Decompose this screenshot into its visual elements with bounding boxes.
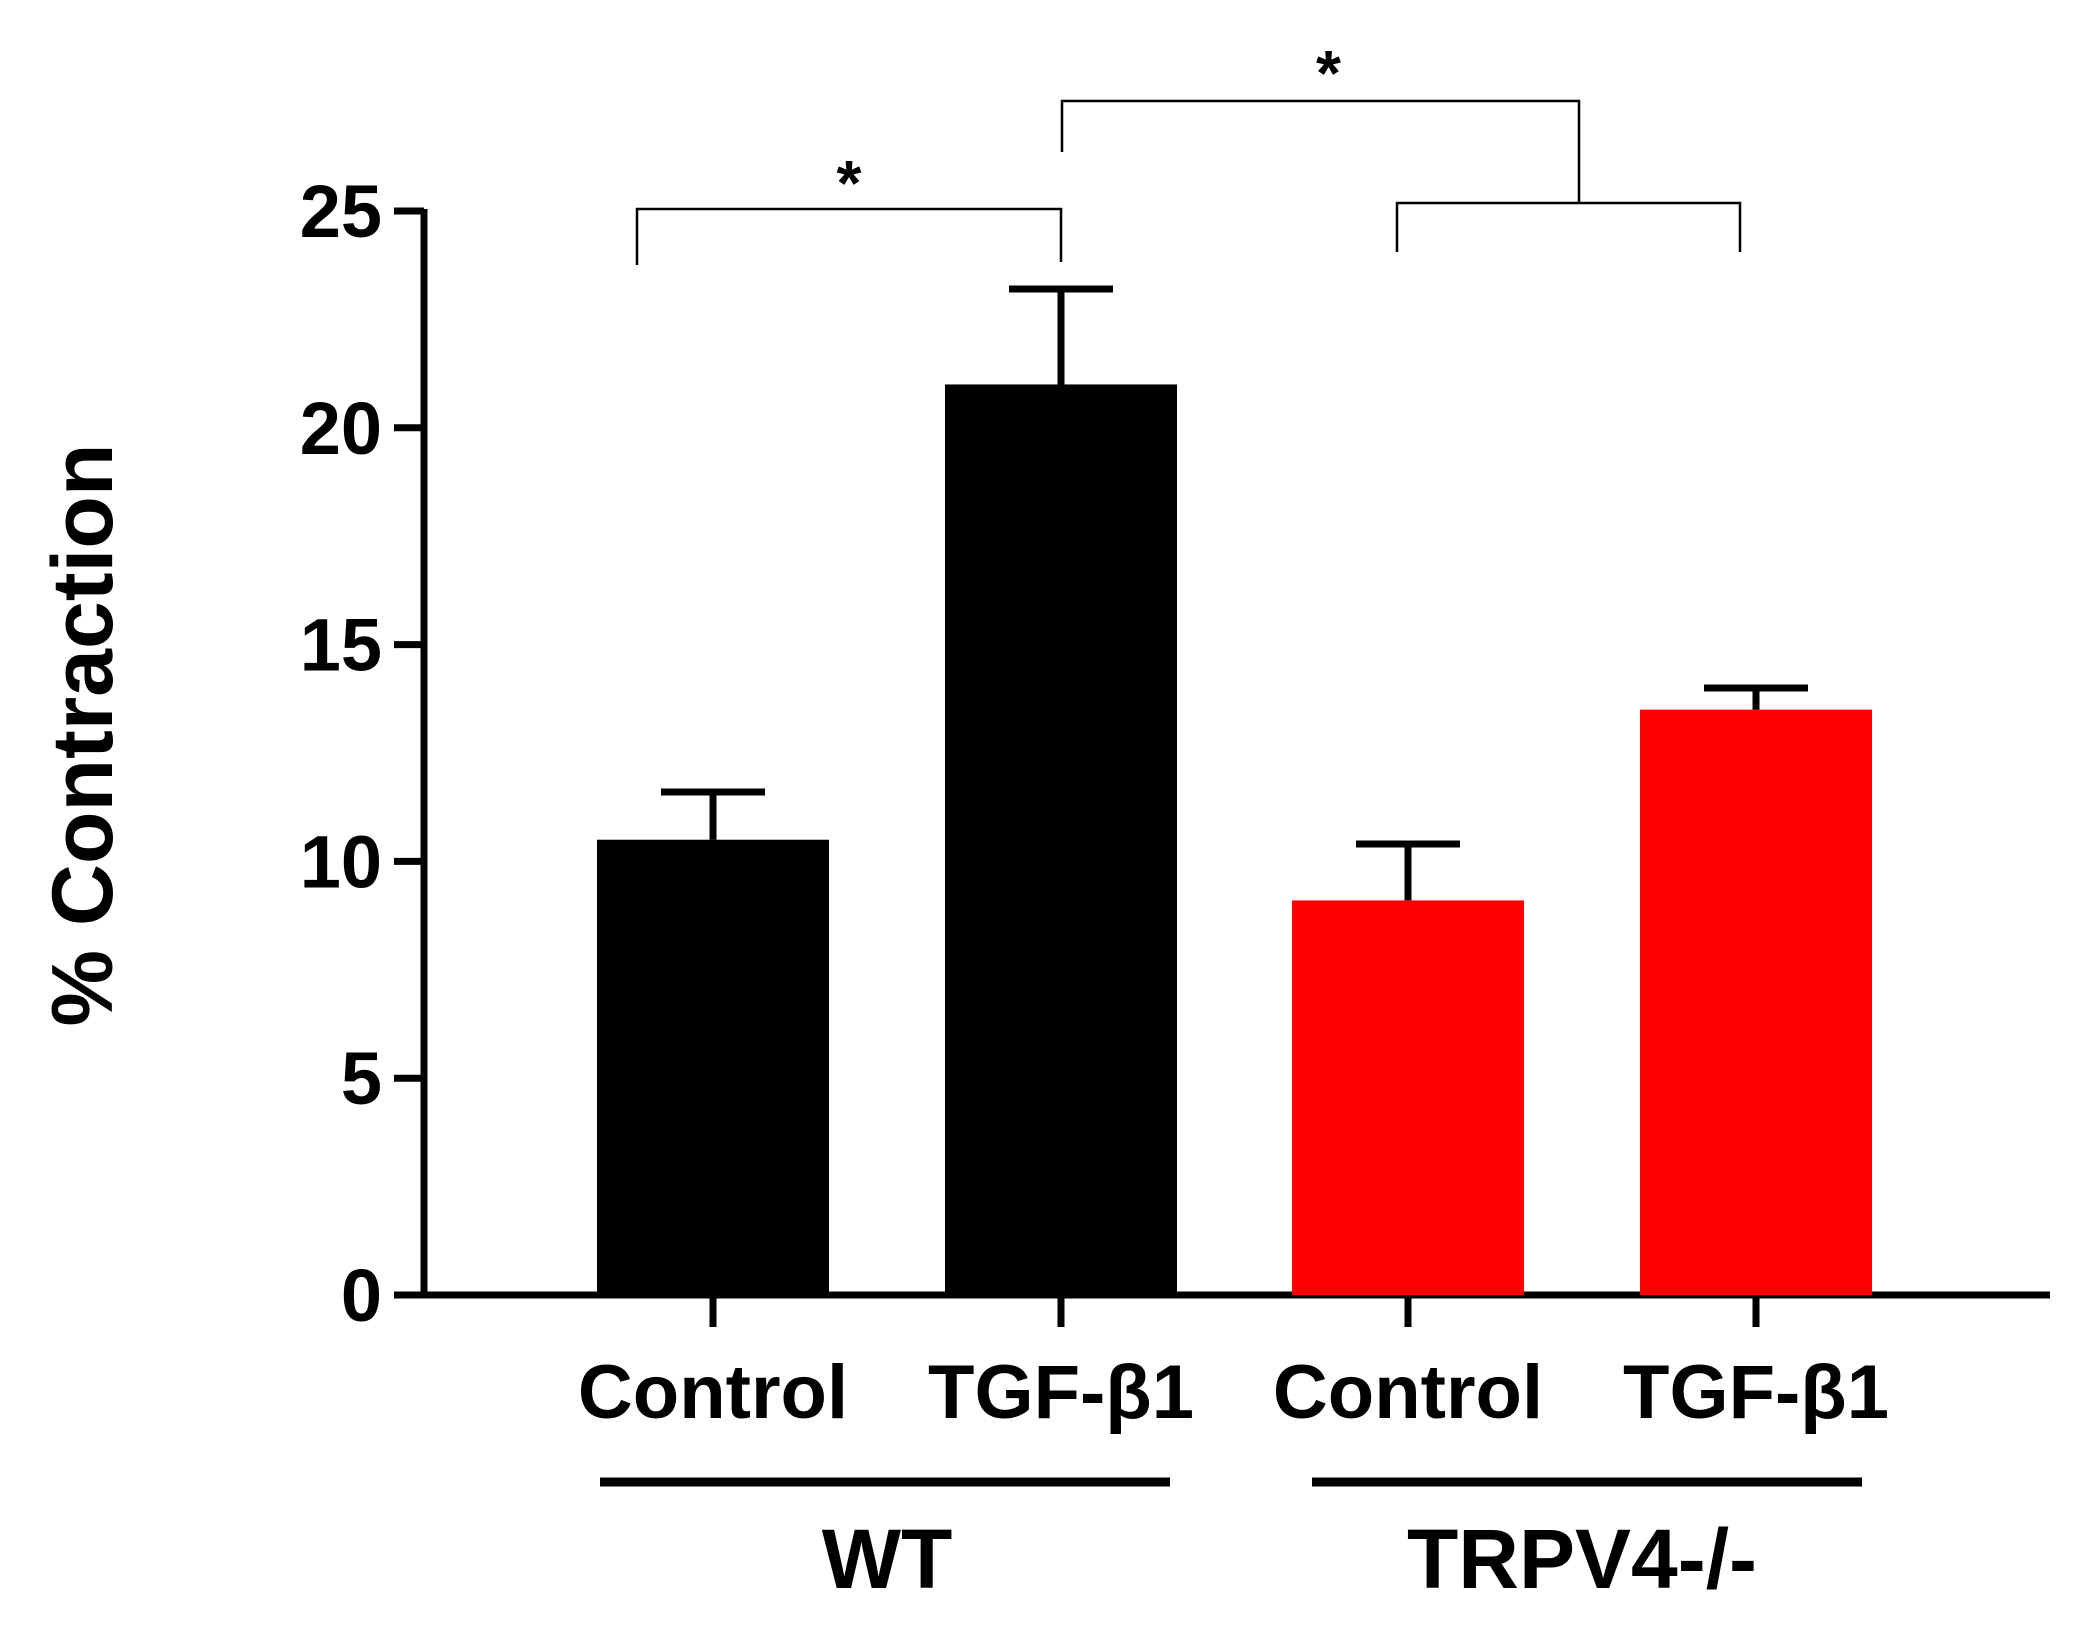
- significance-sub-bracket: [1395, 201, 1742, 252]
- bars: [597, 384, 1872, 1295]
- y-tick-label: 25: [300, 170, 382, 253]
- y-tick-label: 15: [300, 604, 382, 687]
- significance-star: *: [837, 147, 862, 219]
- group-label: WT: [822, 1512, 953, 1606]
- y-tick-label: 10: [300, 820, 382, 903]
- y-axis-label: % Contraction: [35, 444, 131, 1027]
- x-tick-label: TGF-β1: [1623, 1350, 1889, 1435]
- significance-bracket: [635, 207, 1063, 265]
- category-labels: Control TGF-β1 Control TGF-β1 WT TRPV4-/-: [578, 1350, 1889, 1606]
- y-tick-label: 5: [341, 1037, 382, 1120]
- significance-bracket: [1060, 99, 1581, 203]
- error-bars: [661, 285, 1808, 901]
- bar: [597, 839, 829, 1295]
- x-tick-label: Control: [578, 1350, 848, 1435]
- significance-brackets: **: [635, 37, 1742, 265]
- bar: [1640, 709, 1872, 1295]
- bar: [1292, 900, 1524, 1295]
- y-tick-label: 0: [341, 1254, 382, 1337]
- significance-star: *: [1316, 37, 1341, 109]
- bar: [945, 384, 1177, 1295]
- x-tick-label: TGF-β1: [928, 1350, 1194, 1435]
- x-tick-label: Control: [1273, 1350, 1543, 1435]
- y-tick-label: 20: [300, 387, 382, 470]
- axes: 0 5 10 15 20 25: [300, 170, 2050, 1337]
- group-label: TRPV4-/-: [1407, 1512, 1757, 1606]
